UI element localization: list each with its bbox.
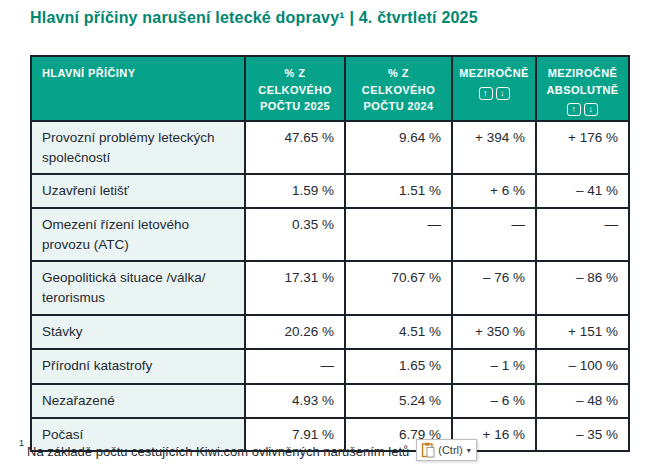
disruption-causes-table: HLAVNÍ PŘÍČINY % Z CELKOVÉHO POČTU 2025 …	[30, 55, 630, 452]
cause-label: Provozní problémy leteckých společností	[31, 121, 245, 174]
yoy-value: + 350 %	[452, 315, 536, 349]
column-header-yoy-label: MEZIROČNĚ	[459, 67, 529, 79]
pct-2024-value: —	[345, 208, 452, 261]
cause-label: Geopolitická situace /válka/ terorismus	[31, 261, 245, 315]
yoy-value: – 1 %	[452, 349, 536, 384]
pct-2025-value: 47.65 %	[245, 121, 345, 174]
page-title: Hlavní příčiny narušení letecké dopravy¹…	[30, 9, 478, 27]
cause-label: Omezení řízení letového provozu (ATC)	[31, 208, 245, 261]
pct-2024-value: 1.51 %	[345, 174, 452, 208]
yoy-absolute-value: + 176 %	[536, 121, 629, 174]
down-arrow-icon: ↓	[496, 87, 510, 100]
column-header-yoy-absolute: MEZIROČNĚ ABSOLUTNĚ ↑↓	[536, 56, 629, 121]
footnote-text: 1Na základě počtu cestujících Kiwi.com o…	[19, 443, 409, 459]
yoy-absolute-value: – 35 %	[536, 418, 629, 452]
pct-2025-value: 20.26 %	[245, 315, 345, 349]
paste-options-label: (Ctrl)	[438, 444, 462, 456]
yoy-absolute-value: – 100 %	[536, 349, 629, 384]
pct-2024-value: 1.65 %	[345, 349, 452, 384]
yoy-absolute-value: – 86 %	[536, 261, 629, 315]
yoy-value: – 6 %	[452, 384, 536, 418]
pct-2025-value: 17.31 %	[245, 261, 345, 315]
table-row: Nezařazené 4.93 % 5.24 % – 6 % – 48 %	[31, 384, 629, 418]
table-row: Uzavření letišť 1.59 % 1.51 % + 6 % – 41…	[31, 174, 629, 208]
cause-label: Uzavření letišť	[31, 174, 245, 208]
table-row: Přírodní katastrofy — 1.65 % – 1 % – 100…	[31, 349, 629, 384]
yoy-value: + 6 %	[452, 174, 536, 208]
up-arrow-icon: ↑	[567, 103, 581, 116]
table-row: Geopolitická situace /válka/ terorismus …	[31, 261, 629, 315]
cause-label: Přírodní katastrofy	[31, 349, 245, 384]
yoy-absolute-value: —	[536, 208, 629, 261]
footnote: 1Na základě počtu cestujících Kiwi.com o…	[19, 442, 477, 461]
pct-2025-value: 0.35 %	[245, 208, 345, 261]
document-page: Hlavní příčiny narušení letecké dopravy¹…	[0, 0, 660, 466]
pct-2025-value: —	[245, 349, 345, 384]
column-header-yoy: MEZIROČNĚ ↑↓	[452, 56, 536, 121]
table-header-row: HLAVNÍ PŘÍČINY % Z CELKOVÉHO POČTU 2025 …	[31, 56, 629, 121]
yoy-value: + 394 %	[452, 121, 536, 174]
pct-2025-value: 1.59 %	[245, 174, 345, 208]
yoy-absolute-value: – 41 %	[536, 174, 629, 208]
up-arrow-icon: ↑	[479, 87, 493, 100]
pct-2024-value: 4.51 %	[345, 315, 452, 349]
pct-2024-value: 9.64 %	[345, 121, 452, 174]
yoy-absolute-value: – 48 %	[536, 384, 629, 418]
clipboard-icon	[421, 442, 435, 458]
column-header-pct-2024: % Z CELKOVÉHO POČTU 2024	[345, 56, 452, 121]
table-row: Stávky 20.26 % 4.51 % + 350 % + 151 %	[31, 315, 629, 349]
chevron-down-icon[interactable]: ▾	[467, 446, 471, 455]
column-header-main-causes: HLAVNÍ PŘÍČINY	[31, 56, 245, 121]
down-arrow-icon: ↓	[584, 103, 598, 116]
cause-label: Stávky	[31, 315, 245, 349]
cause-label: Nezařazené	[31, 384, 245, 418]
pct-2024-value: 5.24 %	[345, 384, 452, 418]
table-row: Provozní problémy leteckých společností …	[31, 121, 629, 174]
yoy-value: —	[452, 208, 536, 261]
column-header-yoy-absolute-label: MEZIROČNĚ ABSOLUTNĚ	[546, 67, 618, 96]
footnote-body: Na základě počtu cestujících Kiwi.com ov…	[27, 445, 409, 460]
pct-2025-value: 4.93 %	[245, 384, 345, 418]
yoy-absolute-value: + 151 %	[536, 315, 629, 349]
table-row: Omezení řízení letového provozu (ATC) 0.…	[31, 208, 629, 261]
column-header-pct-2025: % Z CELKOVÉHO POČTU 2025	[245, 56, 345, 121]
paste-options-button[interactable]: (Ctrl) ▾	[416, 439, 476, 461]
pct-2024-value: 70.67 %	[345, 261, 452, 315]
footnote-marker: 1	[19, 438, 24, 448]
yoy-value: – 76 %	[452, 261, 536, 315]
